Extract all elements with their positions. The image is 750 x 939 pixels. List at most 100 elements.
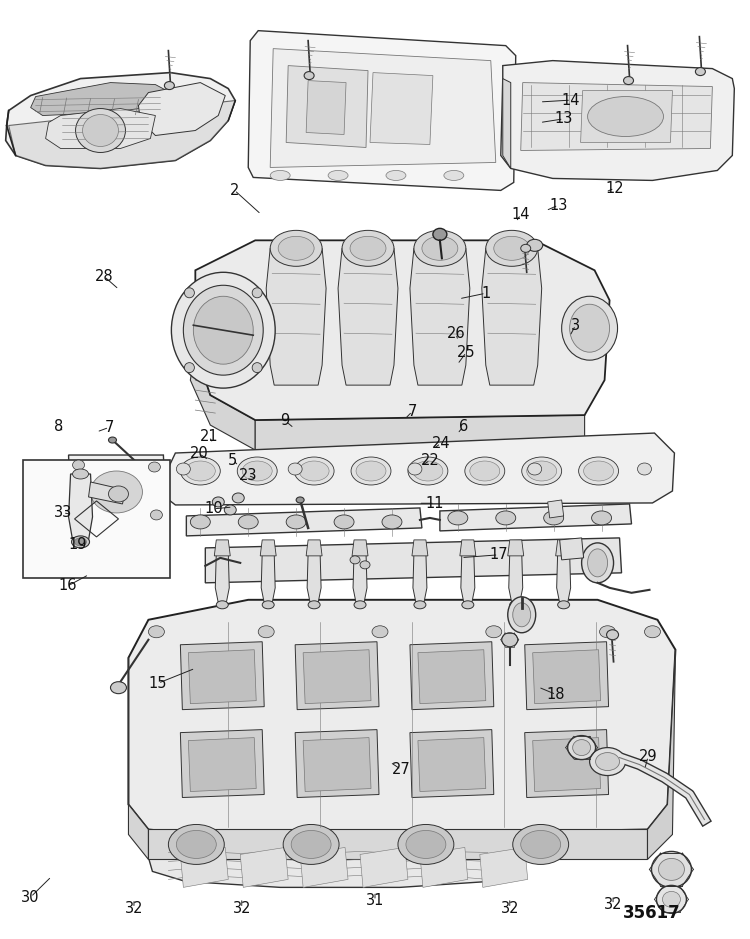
Polygon shape [286,66,368,147]
Polygon shape [460,553,475,603]
Ellipse shape [562,297,617,361]
Text: 6: 6 [459,419,468,434]
Polygon shape [440,504,632,531]
Ellipse shape [258,625,274,638]
Polygon shape [306,81,346,134]
Text: 13: 13 [554,112,573,127]
Ellipse shape [176,463,190,475]
Bar [22,460,170,577]
Polygon shape [215,553,229,603]
Ellipse shape [308,601,320,608]
Polygon shape [303,738,371,792]
Polygon shape [420,847,468,887]
Text: 20: 20 [190,446,209,461]
Ellipse shape [185,461,215,481]
Text: 19: 19 [68,537,87,552]
Polygon shape [352,540,368,556]
Text: 11: 11 [426,496,444,511]
Polygon shape [360,847,408,887]
Ellipse shape [73,512,85,522]
Ellipse shape [110,682,127,694]
Polygon shape [88,482,125,504]
Text: 23: 23 [238,468,257,483]
Polygon shape [306,540,322,556]
Text: 21: 21 [200,429,218,444]
Ellipse shape [502,633,518,647]
Ellipse shape [278,237,314,260]
Text: 27: 27 [392,762,410,777]
Polygon shape [148,838,510,887]
Ellipse shape [662,891,680,907]
Ellipse shape [252,287,262,298]
Ellipse shape [74,531,88,543]
Ellipse shape [350,237,386,260]
Polygon shape [501,61,734,180]
Polygon shape [303,650,371,703]
Polygon shape [46,109,155,148]
Ellipse shape [194,297,254,364]
Ellipse shape [581,543,614,583]
Ellipse shape [462,601,474,608]
Ellipse shape [232,493,244,503]
Ellipse shape [71,536,89,547]
Ellipse shape [465,457,505,485]
Ellipse shape [360,561,370,569]
Text: 29: 29 [639,749,658,764]
Ellipse shape [644,625,661,638]
Polygon shape [261,553,275,603]
Polygon shape [214,540,230,556]
Ellipse shape [522,457,562,485]
Text: 17: 17 [489,547,508,562]
Ellipse shape [151,510,163,520]
Text: 18: 18 [547,687,566,702]
Polygon shape [240,847,288,887]
Polygon shape [482,248,542,385]
Polygon shape [255,415,584,450]
Ellipse shape [328,171,348,180]
Text: 32: 32 [604,897,622,912]
Ellipse shape [294,457,334,485]
Polygon shape [418,738,486,792]
Ellipse shape [623,77,634,85]
Text: 32: 32 [500,901,519,916]
Polygon shape [413,553,427,603]
Ellipse shape [190,515,210,529]
Ellipse shape [180,457,220,485]
Polygon shape [560,538,584,560]
Ellipse shape [448,511,468,525]
Polygon shape [296,730,379,797]
Ellipse shape [607,630,619,639]
Text: 15: 15 [148,676,167,691]
Polygon shape [68,455,166,528]
Polygon shape [410,248,470,385]
Polygon shape [503,79,511,168]
Polygon shape [128,657,148,859]
Ellipse shape [216,601,228,608]
Ellipse shape [584,461,614,481]
Polygon shape [353,553,367,603]
Text: 10: 10 [204,501,223,516]
Ellipse shape [508,597,536,633]
Ellipse shape [176,830,216,858]
Polygon shape [180,730,264,797]
Ellipse shape [528,463,542,475]
Ellipse shape [658,858,685,881]
Text: 31: 31 [366,893,384,908]
Polygon shape [556,553,571,603]
Text: 33: 33 [54,505,72,520]
Ellipse shape [350,556,360,563]
Ellipse shape [544,511,564,525]
Ellipse shape [398,824,454,865]
Ellipse shape [148,625,164,638]
Ellipse shape [372,625,388,638]
Polygon shape [9,100,236,168]
Polygon shape [248,31,516,191]
Text: 24: 24 [431,436,450,451]
Ellipse shape [164,82,174,89]
Text: 28: 28 [94,269,113,284]
Polygon shape [370,72,433,145]
Polygon shape [180,641,264,710]
Text: 32: 32 [124,901,143,916]
Polygon shape [520,83,712,150]
Ellipse shape [414,230,466,267]
